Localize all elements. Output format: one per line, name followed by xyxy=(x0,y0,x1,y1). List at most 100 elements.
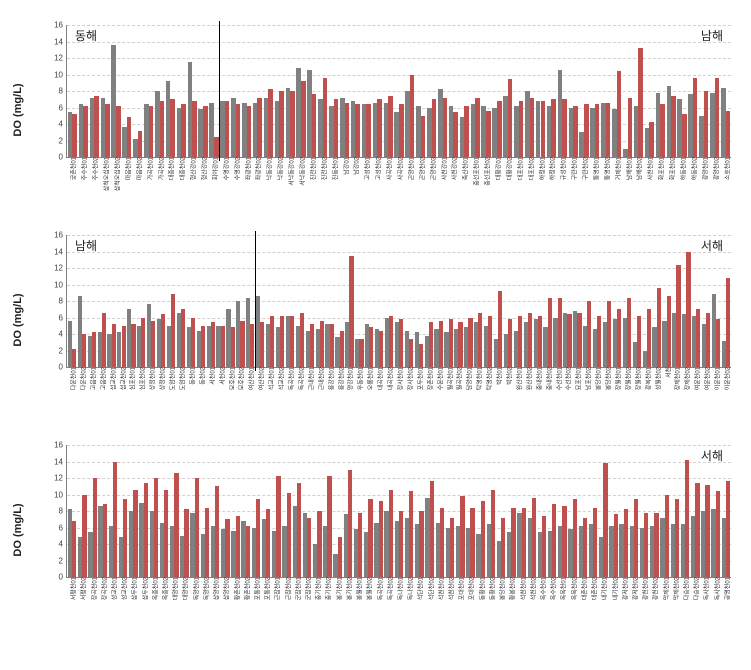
chart-figure: DO (mg/L)0246810121416궁촌천01주수천01주수천02삼척오… xyxy=(10,20,741,620)
bar-group: 광양천02 xyxy=(709,25,720,157)
bar-group: 장제천02 xyxy=(681,235,691,367)
bar-group: 여산천02 xyxy=(255,235,265,367)
bar-series2 xyxy=(409,339,413,367)
bar-group: 석교천02 xyxy=(275,235,285,367)
bar-series2 xyxy=(379,331,383,367)
bar-group: 근내천01 xyxy=(305,235,315,367)
bar-series2 xyxy=(501,518,505,577)
x-tick-label: 거제천01 xyxy=(611,157,622,180)
y-tick-label: 2 xyxy=(59,556,67,565)
bar-series2 xyxy=(657,288,661,367)
bar-group: 곤양천03 xyxy=(426,25,437,157)
bar-series2 xyxy=(552,504,556,577)
bar-group: 대양천01 xyxy=(169,445,179,577)
bar-series2 xyxy=(388,96,393,157)
bar-series2 xyxy=(307,518,311,577)
bar-series2 xyxy=(647,309,651,367)
x-tick-label: 수영강01 xyxy=(219,157,230,180)
x-tick-label: 황촌천01 xyxy=(230,577,241,600)
bar-series2 xyxy=(266,509,270,577)
bar-group: 봉월천02 xyxy=(363,445,373,577)
x-tick-label: 삼두천01 xyxy=(128,577,139,600)
region-label: 서해 xyxy=(701,237,723,254)
bar-group: 삼두천02 xyxy=(139,445,149,577)
x-tick-label: 낙동강02 xyxy=(274,157,285,180)
bar-series2 xyxy=(320,321,324,367)
bar-group: 상정천02 xyxy=(156,235,166,367)
bar-series2 xyxy=(624,509,628,577)
bar-series2 xyxy=(497,101,502,157)
bar-group: 장제천01 xyxy=(672,235,682,367)
bar-group: 하동천02 xyxy=(687,25,698,157)
bar-group: 고읍천02 xyxy=(97,235,107,367)
x-tick-label: 삼척오십천02 xyxy=(110,157,121,191)
bar-group: 하동천01 xyxy=(677,25,688,157)
bar-group: 용강천01 xyxy=(325,235,335,367)
x-tick-label: 화포천02 xyxy=(666,157,677,180)
x-tick-label: 수영강02 xyxy=(230,157,241,180)
region-label: 서해 xyxy=(701,447,723,464)
bar-group: 마읍천02 xyxy=(132,25,143,157)
bar-group: 서천01 xyxy=(206,235,216,367)
region-label: 남해 xyxy=(701,27,723,44)
x-tick-label: 사곡천01 xyxy=(383,157,394,180)
bar-group: 포대천01 xyxy=(455,445,465,577)
y-tick-label: 4 xyxy=(59,330,67,339)
bar-series2 xyxy=(443,98,448,157)
bar-group: 장곡천02 xyxy=(98,445,108,577)
x-tick-label: 장곡천01 xyxy=(87,577,98,600)
bar-group: 옥종천02 xyxy=(159,445,169,577)
bar-group: 진동천01 xyxy=(328,25,339,157)
x-tick-label: 삼두천02 xyxy=(138,577,149,600)
bar-group: 사곡천02 xyxy=(394,25,405,157)
bar-group: 대종천01 xyxy=(165,25,176,157)
bar-group: 대포천02 xyxy=(524,25,535,157)
chart-panel-1: DO (mg/L)0246810121416다운천01다운천02고읍천01고읍천… xyxy=(10,230,741,410)
bar-group: 곤양천01 xyxy=(404,25,415,157)
bar-series2 xyxy=(236,516,240,577)
x-tick-label: 남해천02 xyxy=(633,157,644,180)
y-axis-label: DO (mg/L) xyxy=(12,293,24,346)
y-tick-label: 4 xyxy=(59,120,67,129)
x-tick-label: 주수천01 xyxy=(78,157,89,180)
x-tick-label: 사천천01 xyxy=(644,157,655,180)
bar-series2 xyxy=(290,91,295,157)
bar-group: 포대천02 xyxy=(465,445,475,577)
bar-group: 이운천01 xyxy=(711,235,721,367)
bar-series2 xyxy=(716,491,720,577)
x-tick-label: 중내천02 xyxy=(542,367,553,390)
bar-series2 xyxy=(257,98,262,157)
bar-group: 황촌천02 xyxy=(241,445,251,577)
bar-group: 서천 xyxy=(662,235,672,367)
bar-group: 다운천02 xyxy=(77,235,87,367)
region-divider xyxy=(255,231,256,371)
bar-group: 소호천01 xyxy=(720,25,731,157)
bar-series2 xyxy=(614,514,618,577)
bar-group: 장곡천01 xyxy=(87,445,97,577)
x-tick-label: 서천02 xyxy=(215,367,226,385)
bar-group: 고읍천01 xyxy=(87,235,97,367)
bar-series2 xyxy=(460,496,464,577)
bar-group: 구만천01 xyxy=(568,25,579,157)
bar-series2 xyxy=(419,344,423,367)
bar-group: 양강천01 xyxy=(344,235,354,367)
x-tick-label: 대황강02 xyxy=(502,157,513,180)
bar-group: 삼양천02 xyxy=(220,445,230,577)
bar-group: 가곡천02 xyxy=(154,25,165,157)
bar-group: 옥목천02 xyxy=(568,445,578,577)
bar-group: 형산강02 xyxy=(198,25,209,157)
x-tick-label: 마읍천01 xyxy=(121,157,132,180)
bar-series2 xyxy=(225,519,229,577)
bar-series2 xyxy=(617,309,621,367)
x-tick-label: 궁촌천01 xyxy=(67,157,78,180)
bar-series2 xyxy=(171,294,175,367)
bar-series2 xyxy=(665,495,669,578)
bar-group: 수선천01 xyxy=(553,235,563,367)
x-tick-label: 대종천01 xyxy=(165,157,176,180)
bar-series2 xyxy=(300,313,304,367)
bar-group: 여산천01 xyxy=(245,235,255,367)
bar-series2 xyxy=(379,501,383,577)
bar-group: 광복천01 xyxy=(642,235,652,367)
bar-group: 옥종천01 xyxy=(149,445,159,577)
x-tick-label: 사천강01 xyxy=(437,157,448,180)
